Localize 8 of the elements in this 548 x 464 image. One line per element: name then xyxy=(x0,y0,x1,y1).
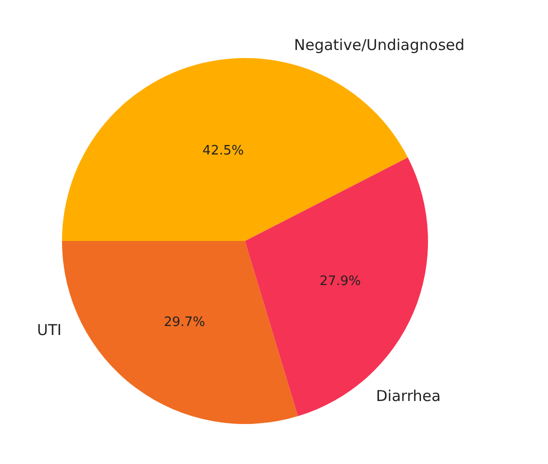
pie-slice xyxy=(62,241,298,424)
data-label: 27.9% xyxy=(320,274,361,289)
pie-slice xyxy=(62,58,408,241)
slice-label: UTI xyxy=(37,321,62,339)
data-label: 29.7% xyxy=(164,314,206,330)
slice-label: Diarrhea xyxy=(376,387,441,405)
slice-label: Negative/Undiagnosed xyxy=(294,36,465,54)
data-label: 42.5% xyxy=(202,143,244,158)
